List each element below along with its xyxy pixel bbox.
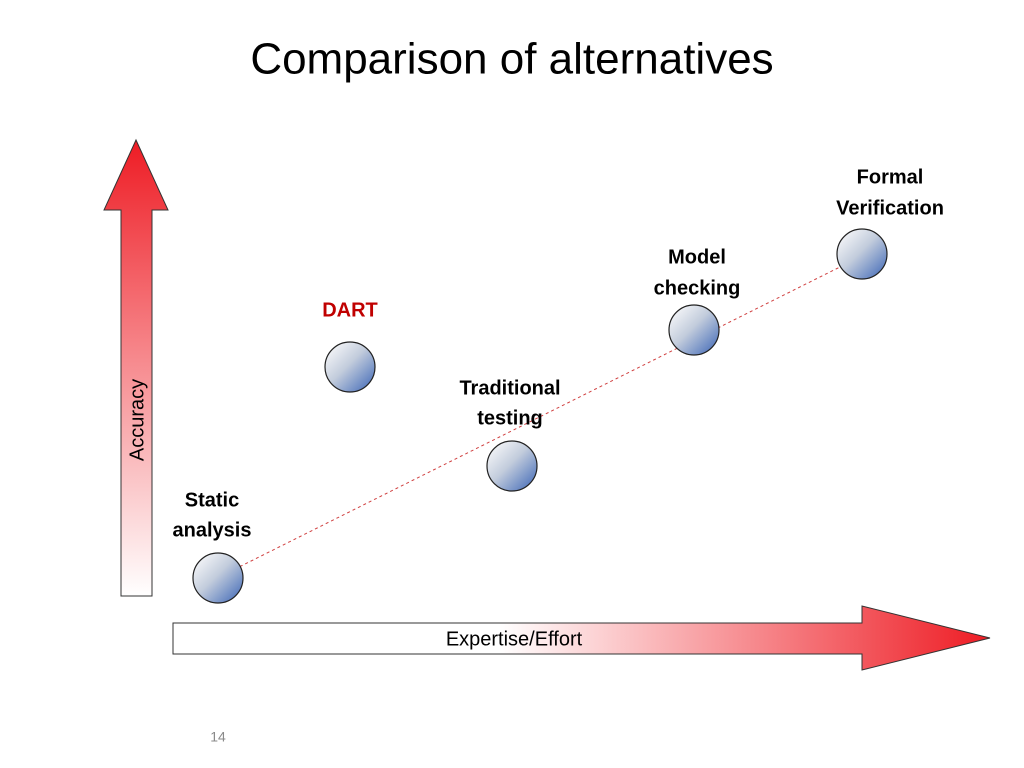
node-label: analysis [173, 519, 252, 541]
node-label: Traditional [459, 377, 560, 399]
y-axis-arrow [103, 138, 169, 597]
x-axis-label: Expertise/Effort [446, 628, 583, 650]
node-label: testing [477, 407, 543, 429]
trend-line [212, 255, 863, 581]
node-circle [324, 341, 376, 393]
node-circle [836, 228, 888, 280]
node-label: Model [668, 246, 726, 268]
slide-title: Comparison of alternatives [250, 35, 773, 84]
page-number: 14 [210, 729, 226, 745]
node-label: Static [185, 489, 239, 511]
node-circle [486, 440, 538, 492]
y-axis-label: Accuracy [126, 379, 148, 461]
node-label: checking [654, 277, 741, 299]
node-label: Formal [857, 166, 924, 188]
node-circle [192, 552, 244, 604]
node-label: Verification [836, 197, 944, 219]
node-label: DART [322, 299, 378, 321]
node-circle [668, 304, 720, 356]
x-axis-arrow [172, 605, 991, 671]
